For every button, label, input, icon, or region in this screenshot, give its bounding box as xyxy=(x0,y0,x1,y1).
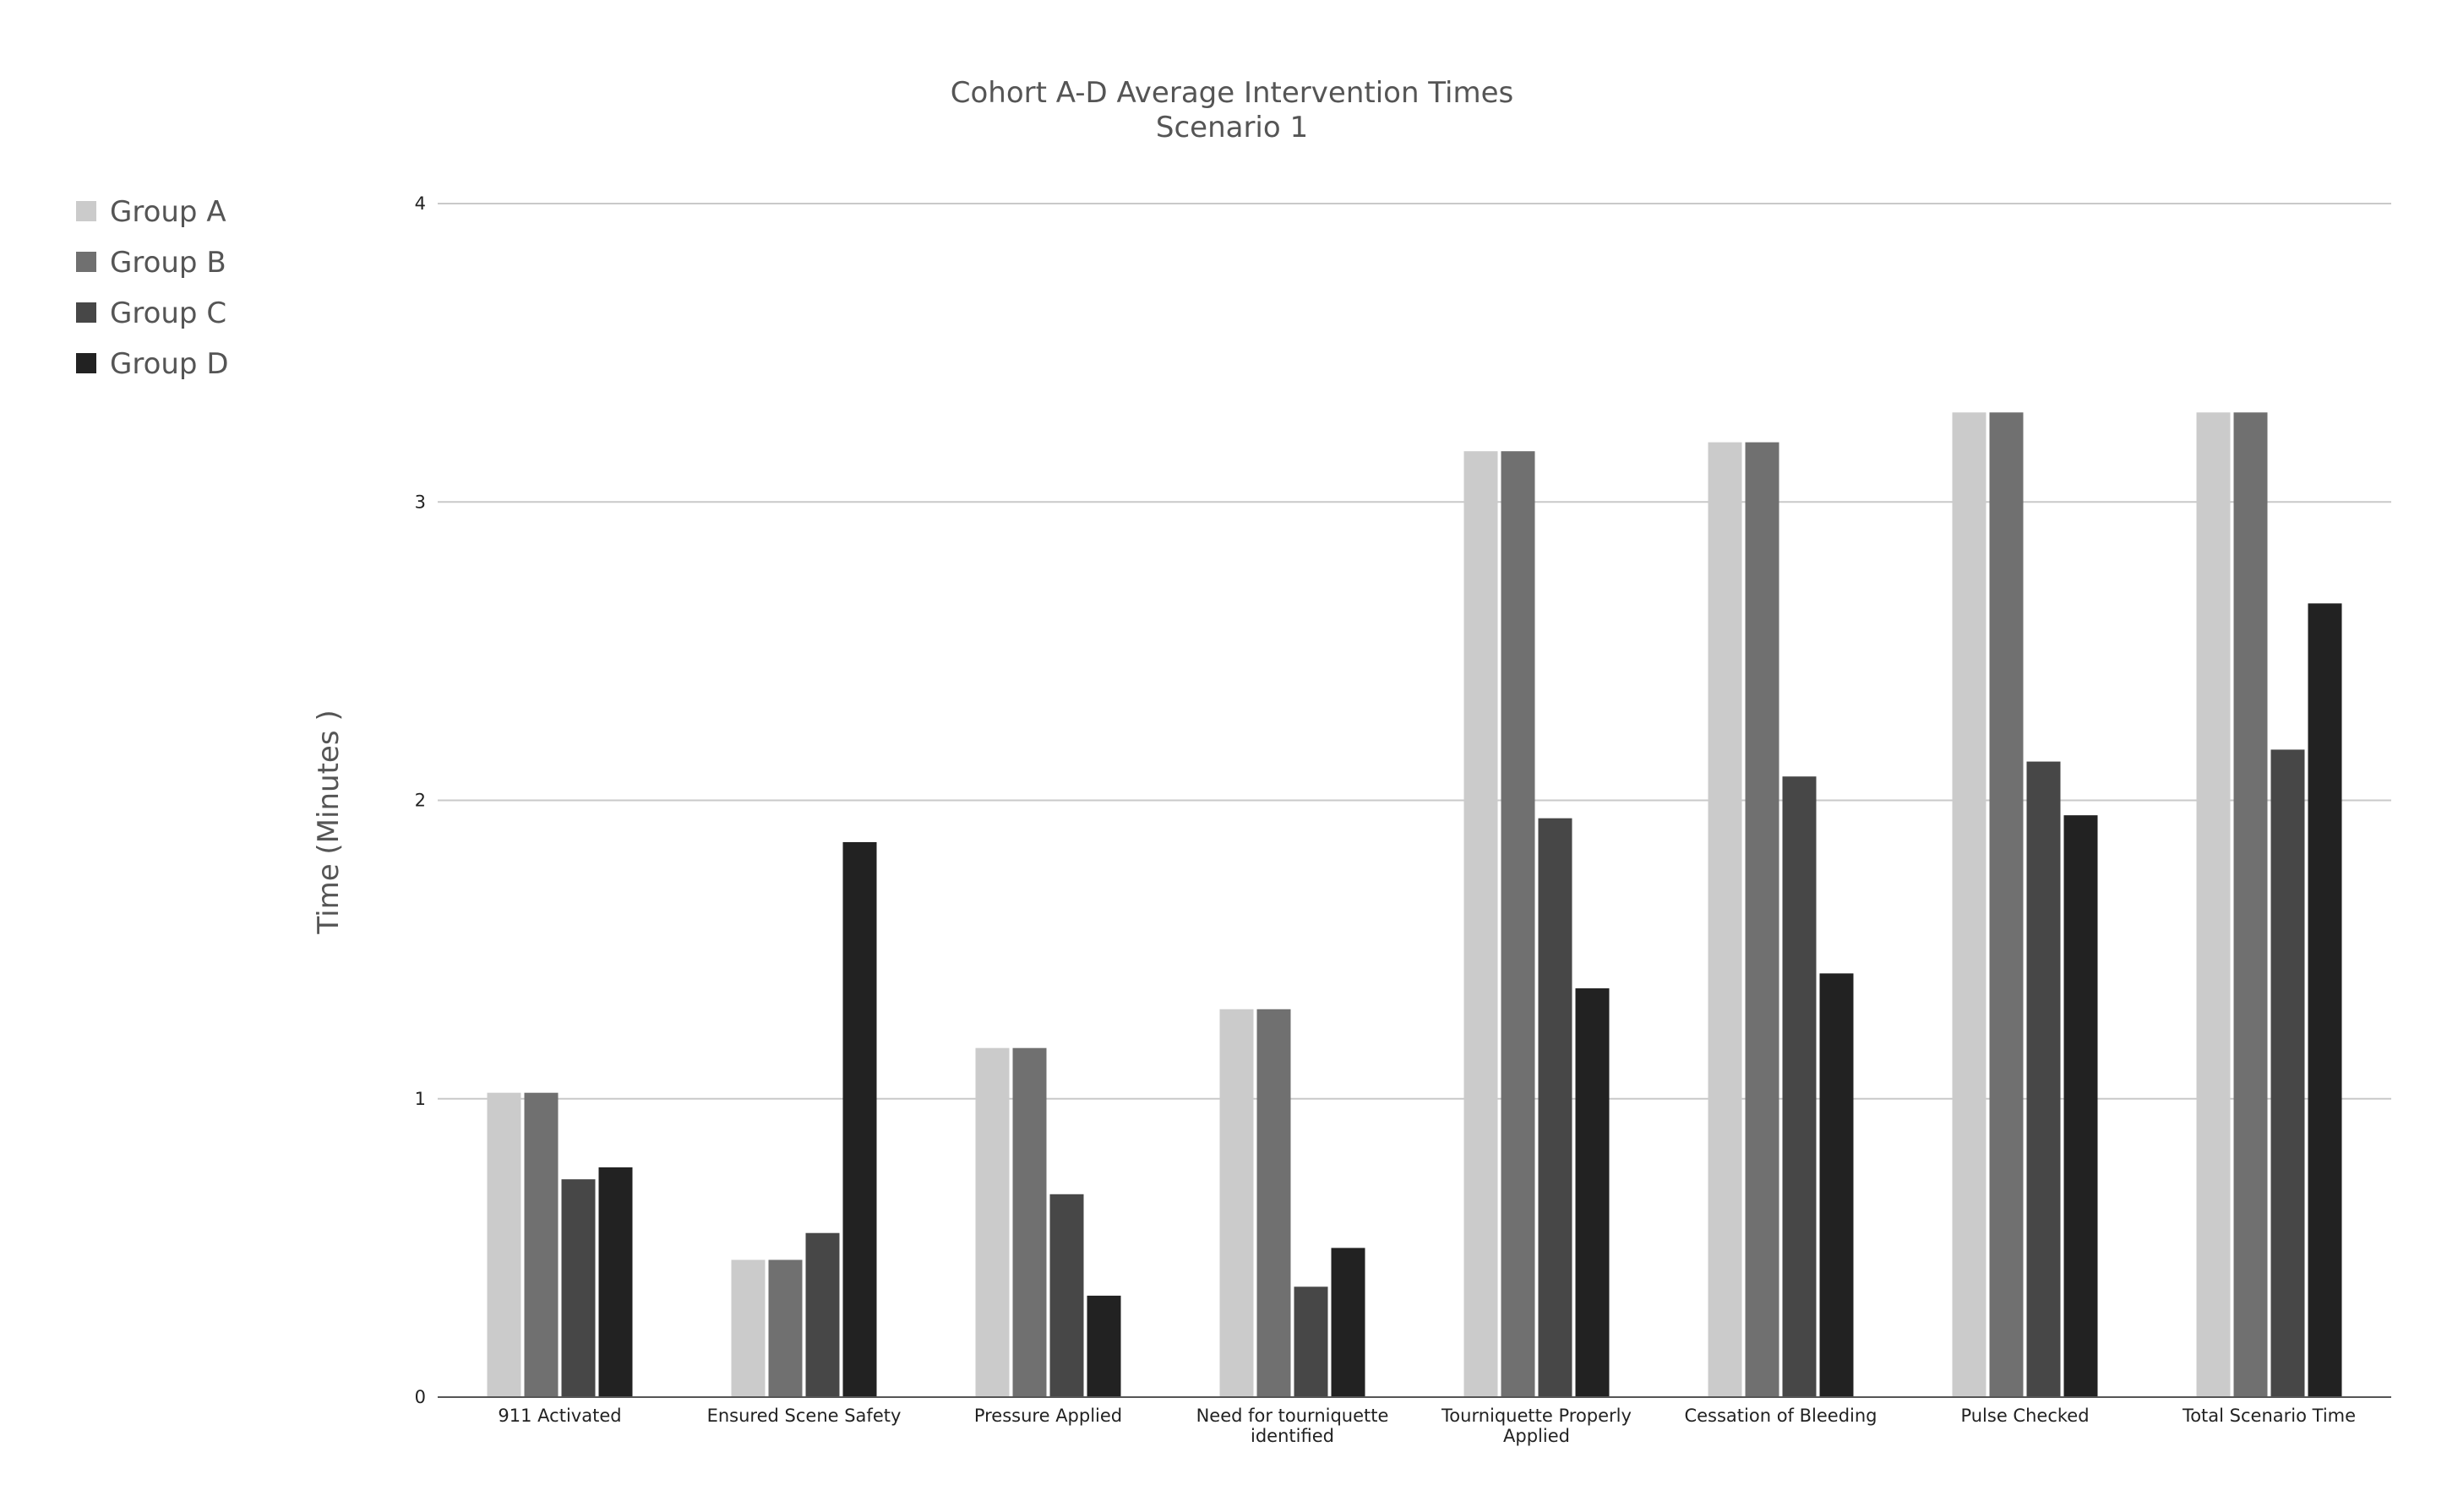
bar-group-d xyxy=(1819,973,1854,1397)
legend-swatch xyxy=(76,252,96,272)
bar-group-b xyxy=(1012,1047,1047,1397)
x-tick-label: Ensured Scene Safety xyxy=(707,1406,902,1426)
bar-group-a xyxy=(1463,451,1498,1397)
bar-group-c xyxy=(2026,761,2061,1397)
plot-area xyxy=(487,412,2342,1397)
bar-group-c xyxy=(1049,1194,1084,1397)
bar-group-b xyxy=(1989,412,2024,1397)
legend: Group A Group B Group C Group D xyxy=(76,195,229,381)
bar-group-a xyxy=(1708,442,1742,1397)
legend-label: Group A xyxy=(110,195,226,229)
y-tick-label: 4 xyxy=(415,193,426,214)
bar-group-c xyxy=(805,1232,840,1397)
x-tick-label: Pulse Checked xyxy=(1960,1406,2089,1426)
x-tick-label: Total Scenario Time xyxy=(2182,1406,2356,1426)
chart-title: Cohort A-D Average Intervention Times xyxy=(951,76,1513,110)
x-tick-label: Need for tourniquette xyxy=(1196,1406,1389,1426)
legend-label: Group B xyxy=(110,246,226,280)
bar-group-d xyxy=(1575,988,1610,1397)
bar-group-a xyxy=(2196,412,2231,1397)
bar-group-d xyxy=(1331,1248,1365,1397)
bar-group-b xyxy=(524,1092,559,1397)
x-tick-label: Tourniquette Properly xyxy=(1441,1406,1632,1426)
bar-group-c xyxy=(1782,776,1817,1397)
y-tick-label: 2 xyxy=(415,791,426,811)
x-tick-label: 911 Activated xyxy=(498,1406,621,1426)
bar-group-c xyxy=(1538,818,1572,1397)
legend-swatch xyxy=(76,201,96,221)
bar-group-d xyxy=(2308,603,2342,1397)
bar-group-a xyxy=(731,1259,766,1397)
bar-group-d xyxy=(842,841,877,1397)
y-axis-label: Time (Minutes ) xyxy=(312,710,346,934)
bar-group-b xyxy=(1745,442,1779,1397)
bar-group-c xyxy=(2270,749,2305,1397)
y-tick-label: 1 xyxy=(415,1089,426,1109)
chart-subtitle: Scenario 1 xyxy=(1156,111,1308,144)
x-tick-label: Cessation of Bleeding xyxy=(1684,1406,1877,1426)
bar-group-a xyxy=(487,1092,521,1397)
y-tick-label: 0 xyxy=(415,1387,426,1407)
bar-group-b xyxy=(2233,412,2268,1397)
legend-label: Group C xyxy=(110,296,226,330)
bar-group-c xyxy=(1294,1286,1328,1397)
bar-group-a xyxy=(975,1047,1010,1397)
bar-group-a xyxy=(1952,412,1986,1397)
legend-label: Group D xyxy=(110,347,229,381)
x-tick-label: identified xyxy=(1251,1426,1334,1446)
bar-group-b xyxy=(768,1259,803,1397)
legend-swatch xyxy=(76,353,96,373)
bar-group-c xyxy=(561,1179,596,1397)
x-axis: 911 Activated Ensured Scene Safety Pressur… xyxy=(438,1396,2391,1446)
bar-group-b xyxy=(1256,1009,1291,1397)
bar-group-d xyxy=(598,1167,633,1397)
bar-group-b xyxy=(1501,451,1535,1397)
bar-group-d xyxy=(2063,815,2098,1397)
y-tick-label: 3 xyxy=(415,492,426,512)
legend-swatch xyxy=(76,302,96,323)
bar-group-d xyxy=(1087,1295,1121,1397)
bar-group-a xyxy=(1219,1009,1254,1397)
x-tick-label: Pressure Applied xyxy=(974,1406,1122,1426)
x-tick-label: Applied xyxy=(1503,1426,1570,1446)
